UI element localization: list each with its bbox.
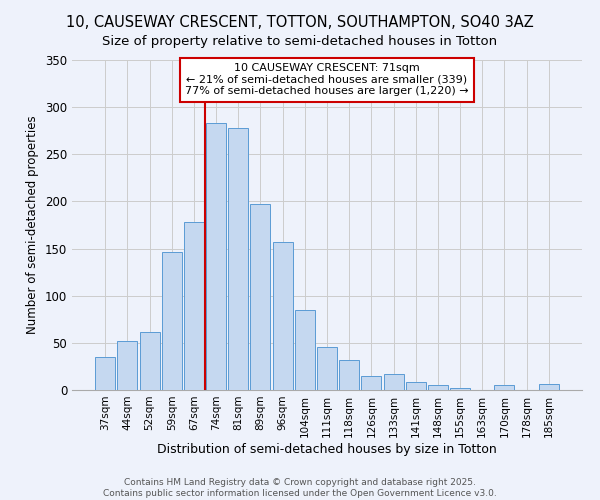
Bar [118,341,137,390]
Bar [361,376,382,390]
Bar [406,382,426,390]
Bar [140,332,160,390]
Bar [494,386,514,390]
Text: 10, CAUSEWAY CRESCENT, TOTTON, SOUTHAMPTON, SO40 3AZ: 10, CAUSEWAY CRESCENT, TOTTON, SOUTHAMPT… [66,15,534,30]
Bar [95,357,115,390]
Text: Contains HM Land Registry data © Crown copyright and database right 2025.
Contai: Contains HM Land Registry data © Crown c… [103,478,497,498]
Bar [539,384,559,390]
Y-axis label: Number of semi-detached properties: Number of semi-detached properties [26,116,40,334]
Bar [450,388,470,390]
Bar [250,204,271,390]
Bar [428,386,448,390]
Text: 10 CAUSEWAY CRESCENT: 71sqm
← 21% of semi-detached houses are smaller (339)
77% : 10 CAUSEWAY CRESCENT: 71sqm ← 21% of sem… [185,64,469,96]
Bar [383,374,404,390]
Text: Size of property relative to semi-detached houses in Totton: Size of property relative to semi-detach… [103,35,497,48]
Bar [295,310,315,390]
Bar [184,222,204,390]
Bar [339,360,359,390]
Bar [162,252,182,390]
Bar [317,346,337,390]
Bar [206,123,226,390]
Bar [272,242,293,390]
X-axis label: Distribution of semi-detached houses by size in Totton: Distribution of semi-detached houses by … [157,442,497,456]
Bar [228,128,248,390]
